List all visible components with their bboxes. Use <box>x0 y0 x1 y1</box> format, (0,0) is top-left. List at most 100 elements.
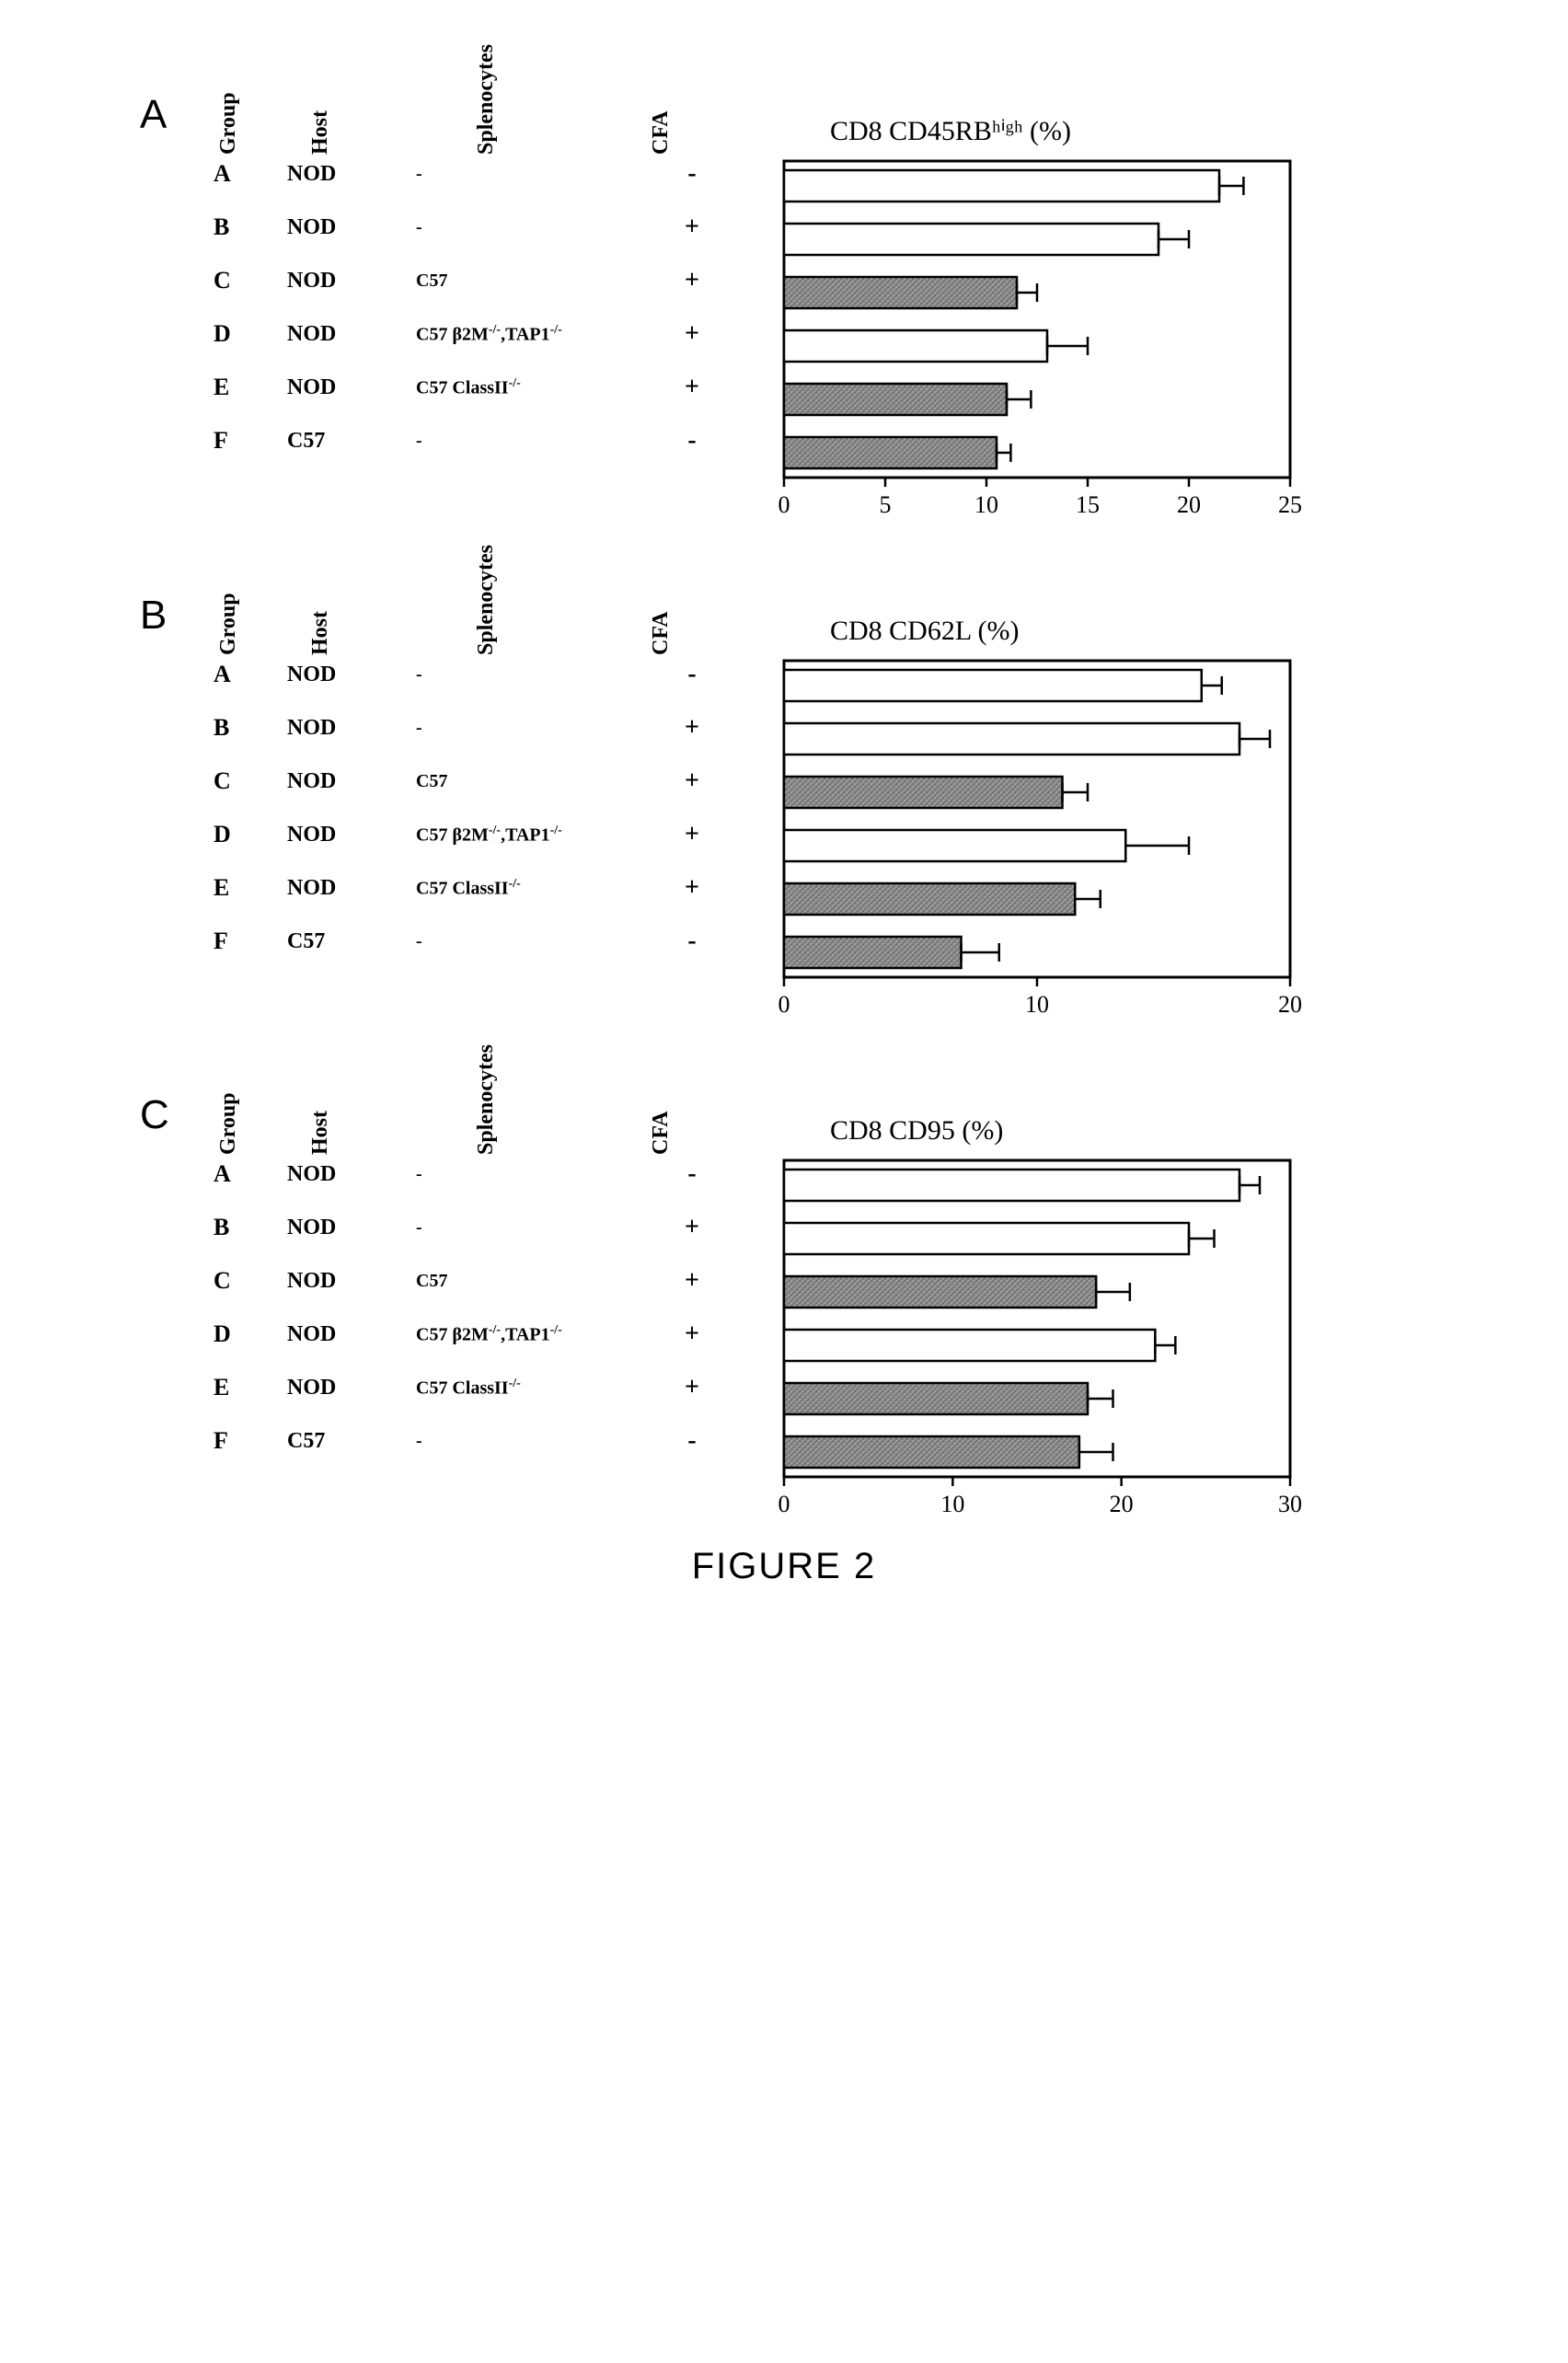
table-row: E NOD C57 ClassII-/- + <box>204 361 775 414</box>
cell-host: NOD <box>287 162 416 187</box>
cell-splenocytes: - <box>416 931 655 952</box>
chart-title: CD8 CD45RBʰⁱᵍʰ (%) <box>775 37 1345 152</box>
cell-cfa: + <box>655 1373 729 1402</box>
table-headers: Group Host Splenocytes CFA <box>204 537 775 648</box>
bar <box>784 384 1007 415</box>
x-tick-label: 20 <box>1177 491 1201 518</box>
bar-chart: 0510152025 <box>775 152 1309 519</box>
cell-host: NOD <box>287 1162 416 1187</box>
table-row: D NOD C57 β2M-/-,TAP1-/- + <box>204 307 775 361</box>
cell-group: E <box>204 874 287 902</box>
col-header-splenocytes: Splenocytes <box>474 916 499 1155</box>
cell-cfa: + <box>655 266 729 295</box>
x-tick-label: 5 <box>880 491 892 518</box>
bar <box>784 437 997 468</box>
x-tick-label: 10 <box>974 491 998 518</box>
cell-host: NOD <box>287 375 416 400</box>
cell-cfa: + <box>655 373 729 402</box>
x-tick-label: 0 <box>778 991 790 1018</box>
cell-group: C <box>204 267 287 294</box>
cell-group: E <box>204 1374 287 1401</box>
col-header-group: Group <box>216 1081 241 1155</box>
x-tick-label: 10 <box>940 1491 964 1517</box>
col-header-splenocytes: Splenocytes <box>474 416 499 655</box>
chart-title: CD8 CD62L (%) <box>775 537 1345 651</box>
panel-letter: A <box>140 37 204 138</box>
cell-splenocytes: - <box>416 164 655 185</box>
chart-title: CD8 CD95 (%) <box>775 1037 1345 1151</box>
chart-area: CD8 CD45RBʰⁱᵍʰ (%) 0510152025 <box>775 37 1345 519</box>
cell-splenocytes: - <box>416 1431 655 1452</box>
x-tick-label: 0 <box>778 1491 790 1517</box>
col-header-host: Host <box>308 26 333 155</box>
bar <box>784 330 1047 362</box>
panel-letter: C <box>140 1037 204 1138</box>
cell-splenocytes: C57 <box>416 771 655 792</box>
cell-host: C57 <box>287 929 416 954</box>
table-row: B NOD - + <box>204 1201 775 1254</box>
cell-splenocytes: C57 <box>416 271 655 292</box>
cell-cfa: + <box>655 767 729 796</box>
table-row: A NOD - - <box>204 1147 775 1201</box>
cell-splenocytes: C57 ClassII-/- <box>416 376 655 399</box>
cell-cfa: - <box>655 927 729 956</box>
cell-host: NOD <box>287 1216 416 1240</box>
table-area: Group Host Splenocytes CFA A NOD - - B N… <box>204 1037 775 1468</box>
table-row: B NOD - + <box>204 701 775 755</box>
col-header-cfa: CFA <box>649 81 674 155</box>
cell-host: NOD <box>287 769 416 794</box>
table-row: F C57 - - <box>204 1414 775 1468</box>
table-row: E NOD C57 ClassII-/- + <box>204 1361 775 1414</box>
bar <box>784 883 1075 915</box>
panel-B: B Group Host Splenocytes CFA A NOD - - B… <box>140 537 1428 1019</box>
cell-host: NOD <box>287 876 416 901</box>
bar <box>784 937 962 968</box>
cell-splenocytes: - <box>416 431 655 452</box>
bar <box>784 1223 1189 1254</box>
cell-cfa: + <box>655 873 729 903</box>
cell-splenocytes: C57 ClassII-/- <box>416 1377 655 1400</box>
x-tick-label: 20 <box>1110 1491 1134 1517</box>
figure-caption: FIGURE 2 <box>140 1546 1428 1587</box>
x-tick-label: 20 <box>1278 991 1302 1018</box>
bar <box>784 224 1159 255</box>
table-row: C NOD C57 + <box>204 1254 775 1308</box>
cell-splenocytes: C57 ClassII-/- <box>416 877 655 900</box>
cell-group: F <box>204 928 287 955</box>
bar <box>784 1170 1239 1201</box>
table-row: B NOD - + <box>204 201 775 254</box>
cell-splenocytes: - <box>416 1164 655 1185</box>
cell-splenocytes: - <box>416 664 655 686</box>
cell-cfa: - <box>655 1159 729 1189</box>
cell-splenocytes: - <box>416 217 655 238</box>
chart-area: CD8 CD95 (%) 0102030 <box>775 1037 1345 1518</box>
cell-cfa: + <box>655 820 729 849</box>
bar <box>784 170 1219 202</box>
table-headers: Group Host Splenocytes CFA <box>204 1037 775 1147</box>
cell-host: NOD <box>287 1376 416 1401</box>
cell-group: B <box>204 714 287 742</box>
col-header-host: Host <box>308 526 333 655</box>
table-row: E NOD C57 ClassII-/- + <box>204 861 775 915</box>
x-tick-label: 25 <box>1278 491 1302 518</box>
x-tick-label: 15 <box>1076 491 1100 518</box>
col-header-splenocytes: Splenocytes <box>474 0 499 155</box>
bar <box>784 1330 1155 1361</box>
x-tick-label: 10 <box>1025 991 1049 1018</box>
bar <box>784 1436 1079 1468</box>
cell-cfa: - <box>655 426 729 455</box>
cell-cfa: - <box>655 159 729 189</box>
chart-frame <box>784 661 1290 977</box>
chart-frame <box>784 161 1290 478</box>
cell-group: F <box>204 427 287 455</box>
cell-splenocytes: C57 <box>416 1271 655 1292</box>
cell-host: NOD <box>287 269 416 294</box>
cell-group: B <box>204 1214 287 1241</box>
cell-splenocytes: C57 β2M-/-,TAP1-/- <box>416 824 655 847</box>
cell-splenocytes: C57 β2M-/-,TAP1-/- <box>416 1323 655 1346</box>
table-headers: Group Host Splenocytes CFA <box>204 37 775 147</box>
bar <box>784 1383 1088 1414</box>
cell-host: C57 <box>287 1429 416 1454</box>
panel-letter: B <box>140 537 204 639</box>
cell-cfa: + <box>655 1320 729 1349</box>
